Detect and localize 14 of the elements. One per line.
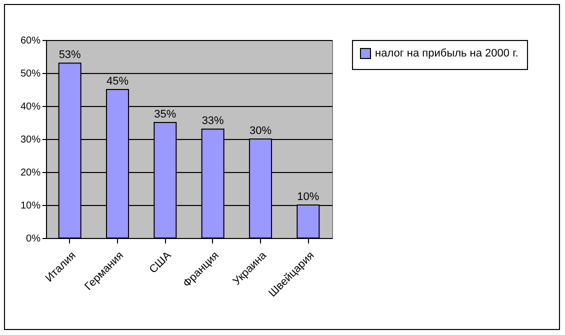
data-label: 33% — [202, 115, 224, 128]
legend-label: налог на прибыль на 2000 г. — [375, 48, 518, 60]
data-label: 30% — [249, 125, 272, 137]
data-label: 53% — [58, 49, 82, 62]
y-tick-label: 0% — [26, 234, 41, 244]
y-tick-label: 50% — [20, 68, 41, 80]
y-tick-label: 10% — [20, 200, 41, 212]
y-tick-label: 20% — [20, 168, 41, 178]
data-label: 35% — [154, 108, 176, 120]
y-tick-label: 30% — [20, 134, 41, 146]
y-tick-label: 40% — [20, 102, 41, 112]
data-label: 45% — [106, 76, 129, 88]
y-tick-label: 60% — [20, 36, 41, 46]
data-label: 10% — [297, 191, 320, 203]
